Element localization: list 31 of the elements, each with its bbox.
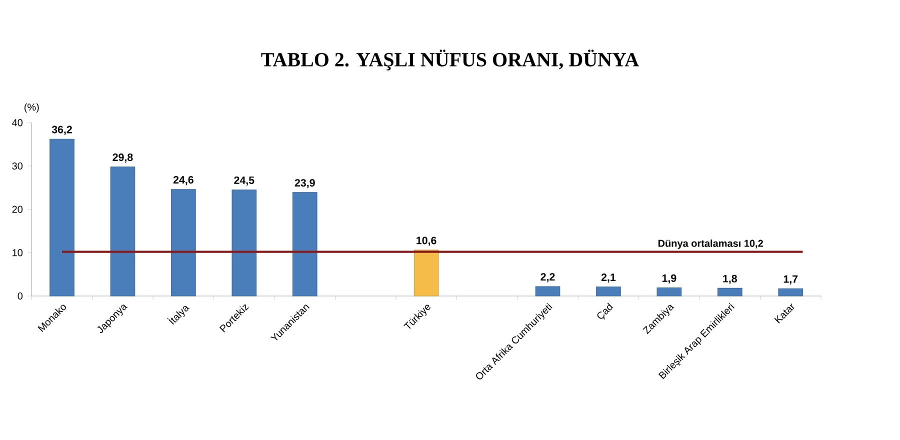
bar — [292, 192, 318, 296]
y-tick-label: 10 — [12, 249, 23, 256]
data-label: 1,7 — [784, 275, 798, 284]
data-label: 24,6 — [173, 176, 194, 186]
bar — [535, 286, 560, 296]
bar — [232, 190, 257, 296]
bar — [656, 287, 682, 296]
data-label: 1,9 — [662, 274, 676, 284]
chart-title: TABLO 2. YAŞLI NÜFUS ORANI, DÜNYA — [261, 50, 639, 70]
y-tick-label: 40 — [12, 119, 23, 126]
y-tick-label: 0 — [18, 292, 23, 300]
bar — [414, 250, 439, 296]
data-label: 36,2 — [52, 126, 72, 135]
bar — [171, 189, 196, 296]
data-label: 24,5 — [234, 176, 254, 186]
data-label: 1,8 — [723, 274, 737, 284]
bar — [50, 138, 74, 296]
x-tick-label: Çad — [597, 302, 614, 320]
bar — [110, 166, 136, 296]
y-tick-label: 30 — [12, 162, 23, 170]
data-label: 2,1 — [601, 274, 616, 283]
y-tick-label: 20 — [12, 206, 23, 213]
data-label: 29,8 — [112, 154, 133, 163]
data-label: 23,9 — [294, 179, 315, 188]
data-label: 2,2 — [540, 273, 555, 282]
bar — [596, 286, 621, 296]
y-axis-title: (%) — [24, 103, 39, 113]
data-label: 10,6 — [416, 236, 436, 246]
bar — [778, 288, 804, 296]
bar — [717, 288, 742, 296]
ref-line-label: Dünya ortalaması 10,2 — [658, 240, 763, 249]
